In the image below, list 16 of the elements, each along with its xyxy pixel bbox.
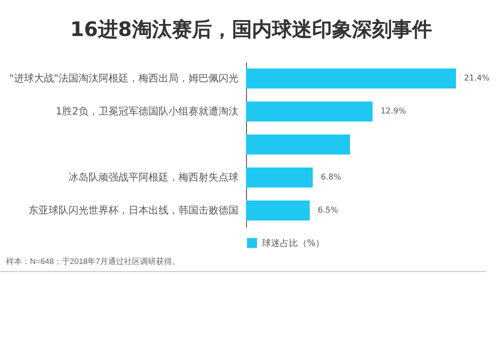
y-tick-label: 冰岛队顽强战平阿根廷，梅西射失点球 bbox=[68, 172, 238, 184]
bar bbox=[246, 68, 456, 88]
data-label: 6.5% bbox=[318, 206, 339, 214]
data-label: 12.9% bbox=[380, 106, 406, 116]
bar bbox=[246, 168, 313, 188]
data-label: 21.4% bbox=[464, 74, 490, 82]
text: 样本：N=648；于2018年7月通过社区调研获得。 bbox=[0, 254, 486, 272]
y-tick-label: 1胜2负，卫冕冠军德国队小组赛就遭淘汰 bbox=[56, 106, 238, 118]
legend-label: 球迷占比（%） bbox=[262, 238, 325, 249]
bar bbox=[246, 102, 373, 122]
bar bbox=[246, 134, 350, 154]
bar bbox=[246, 200, 310, 220]
chart-title: 16进8淘汰赛后，国内球迷印象深刻事件 bbox=[70, 17, 432, 41]
y-tick-label: "进球大战"法国淘汰阿根廷，梅西出局，姆巴佩闪光 bbox=[9, 72, 238, 84]
y-tick-label: 东亚球队闪光世界杯，日本出线，韩国击败德国 bbox=[28, 204, 238, 216]
data-label: 6.8% bbox=[320, 172, 342, 182]
